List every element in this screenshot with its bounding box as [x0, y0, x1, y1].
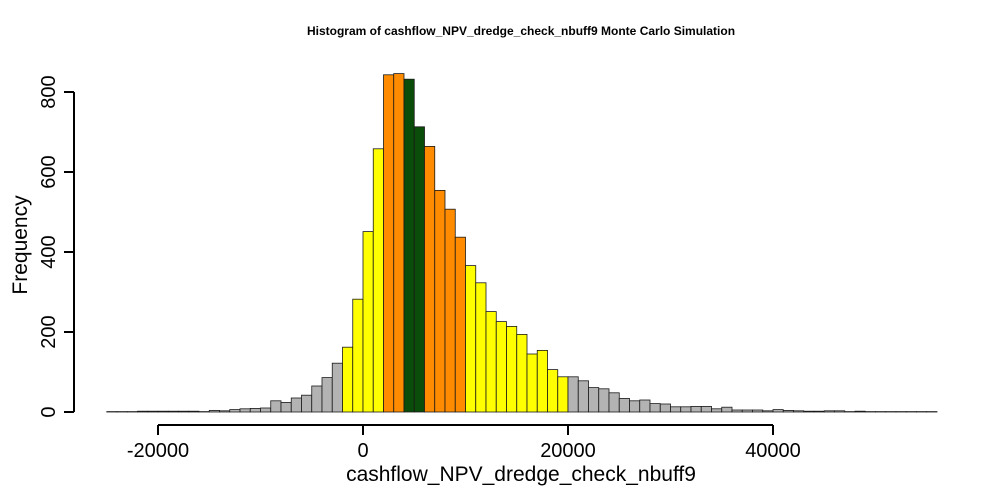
histogram-bar	[424, 145, 436, 413]
histogram-bar	[454, 236, 466, 413]
histogram-bar	[311, 385, 323, 413]
histogram-bar	[639, 399, 651, 413]
histogram-bar	[475, 282, 487, 413]
x-tick-label: -20000	[127, 440, 189, 462]
histogram-bar	[721, 406, 733, 413]
histogram-bar	[506, 325, 518, 413]
histogram-bar	[659, 403, 671, 413]
histogram-bar	[608, 392, 620, 413]
histogram-bar	[588, 387, 600, 413]
histogram-bar	[137, 410, 149, 413]
x-tick-label: 0	[357, 440, 368, 462]
histogram-bar	[208, 409, 220, 413]
y-tick-label: 0	[38, 406, 60, 417]
histogram-bar	[383, 74, 395, 413]
histogram-bar	[823, 410, 835, 413]
histogram-bar	[321, 377, 333, 413]
histogram-bar	[485, 311, 497, 413]
histogram-bar	[219, 410, 231, 413]
histogram-bar	[731, 409, 743, 413]
histogram-bar	[157, 410, 169, 413]
histogram-bar	[290, 397, 302, 413]
y-tick-label: 400	[38, 235, 60, 268]
histogram-bar	[229, 409, 241, 413]
histogram-bar	[772, 409, 784, 413]
histogram-bar	[413, 126, 425, 413]
histogram-bar	[352, 298, 364, 413]
x-tick-label: 40000	[745, 440, 801, 462]
histogram-bar	[342, 346, 354, 413]
histogram-bar	[741, 409, 753, 413]
bars-group	[106, 73, 938, 413]
histogram-bar	[618, 397, 630, 413]
histogram-bar	[403, 78, 415, 413]
histogram-bar	[434, 189, 446, 413]
histogram-bar	[793, 410, 805, 413]
histogram-bar	[567, 376, 579, 413]
histogram-bar	[372, 148, 384, 413]
histogram-bar	[690, 405, 702, 413]
histogram-bar	[711, 408, 723, 413]
x-axis: -20000 0 20000 40000	[127, 424, 801, 462]
histogram-bar	[249, 407, 261, 413]
histogram-bar	[444, 208, 456, 413]
x-axis-label: cashflow_NPV_dredge_check_nbuff9	[346, 463, 696, 486]
histogram-bar	[649, 403, 661, 413]
y-axis-label: Frequency	[9, 195, 32, 295]
histogram-bar	[700, 405, 712, 413]
histogram-bar	[598, 388, 610, 413]
histogram-bar	[752, 409, 764, 413]
histogram-bar	[526, 353, 538, 413]
histogram-bar	[813, 410, 825, 413]
histogram-bar	[393, 73, 405, 413]
histogram-bar	[301, 394, 313, 413]
histogram-bar	[577, 380, 589, 413]
histogram-bar	[331, 362, 343, 413]
histogram-bar	[782, 409, 794, 413]
histogram-bar	[178, 410, 190, 413]
histogram-bar	[629, 400, 641, 413]
histogram-bar	[557, 376, 569, 413]
y-axis: 0 200 400 600 800	[38, 75, 75, 418]
histogram-bar	[362, 231, 374, 413]
histogram-bar	[465, 265, 477, 413]
histogram-bar	[762, 410, 774, 413]
chart-title: Histogram of cashflow_NPV_dredge_check_n…	[307, 24, 735, 38]
x-tick-label: 20000	[540, 440, 596, 462]
histogram-bar	[147, 410, 159, 413]
histogram-bar	[280, 401, 292, 413]
y-tick-label: 800	[38, 75, 60, 108]
histogram-bar	[516, 333, 528, 413]
histogram-bar	[854, 410, 866, 413]
y-tick-label: 200	[38, 315, 60, 348]
histogram-bar	[670, 406, 682, 413]
y-tick-label: 600	[38, 155, 60, 188]
histogram-bar	[536, 349, 548, 413]
histogram-bar	[239, 408, 251, 413]
histogram-bar	[167, 410, 179, 413]
histogram-bar	[680, 406, 692, 413]
histogram-bar	[834, 410, 846, 413]
histogram-bar	[188, 410, 200, 413]
histogram-bar	[803, 410, 815, 413]
histogram-bar	[547, 369, 559, 413]
histogram-bar	[260, 407, 272, 413]
histogram-bar	[495, 321, 507, 413]
histogram-bar	[270, 400, 282, 413]
